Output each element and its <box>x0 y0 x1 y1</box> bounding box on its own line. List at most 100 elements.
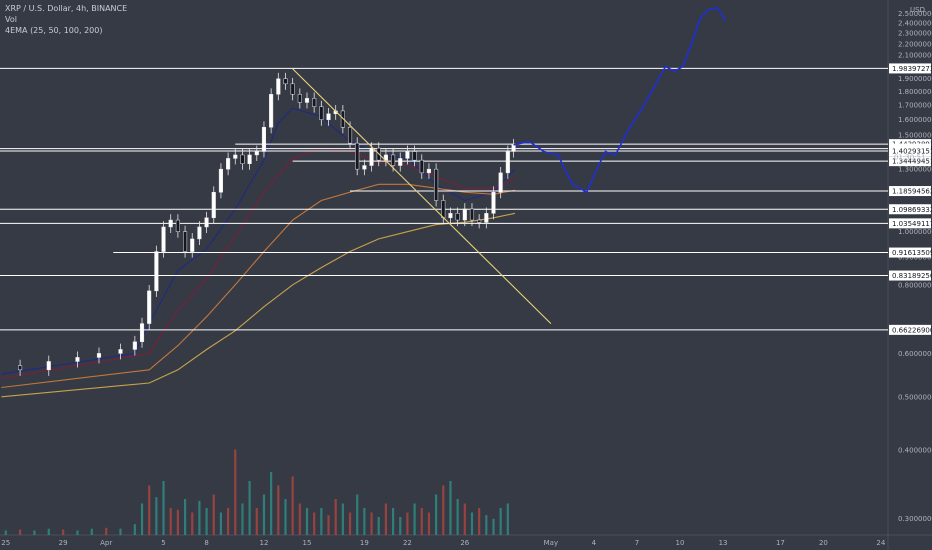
candle-body <box>154 251 159 292</box>
candle-body <box>147 290 152 324</box>
candle-body <box>175 219 180 232</box>
price-level-tag-text: 1.98397273 <box>892 65 932 73</box>
price-level-tag: 1.09869332 <box>889 204 932 215</box>
candle-body <box>441 200 446 219</box>
price-level-tag-bg <box>889 218 931 229</box>
price-level-tag-text: 1.40293151 <box>892 148 932 156</box>
price-level-tag-text: 1.09869332 <box>892 206 932 214</box>
price-level-tag-bg <box>889 324 931 335</box>
volume-bar <box>198 500 201 535</box>
price-level-tag-text: 1.34449451 <box>892 158 932 166</box>
candle-body <box>269 94 274 128</box>
volume-bar <box>4 530 7 535</box>
candle-body <box>168 219 173 228</box>
volume-bar <box>291 476 294 535</box>
x-tick-label: 24 <box>876 539 885 547</box>
candle-body <box>434 168 439 201</box>
volume-bar <box>298 503 301 535</box>
symbol-title[interactable]: XRP / U.S. Dollar, 4h, BINANCE <box>5 4 128 13</box>
y-tick-label: 1.50000000 <box>898 132 932 140</box>
x-tick-label: 15 <box>303 539 312 547</box>
volume-bar <box>363 508 366 535</box>
volume-bar <box>356 494 359 535</box>
volume-bar <box>492 518 495 535</box>
volume-bar <box>176 509 179 535</box>
volume-bar <box>277 485 280 535</box>
y-tick-label: 0.60000000 <box>898 350 932 358</box>
volume-bar <box>212 494 215 535</box>
candle-body <box>355 142 360 170</box>
x-tick-label: 13 <box>719 539 728 547</box>
volume-bar <box>456 499 459 535</box>
volume-bar <box>327 515 330 535</box>
candle-body <box>197 226 202 240</box>
candle-body <box>511 144 516 152</box>
candle-body <box>233 154 238 159</box>
volume-bar <box>162 481 165 535</box>
candle-body <box>254 151 259 156</box>
y-tick-label: 1.70000000 <box>898 102 932 110</box>
candle-body <box>304 98 310 103</box>
price-level-tag: 1.03549117 <box>889 218 932 229</box>
volume-indicator-label[interactable]: Vol <box>5 15 17 24</box>
x-tick-label: 7 <box>635 539 639 547</box>
volume-bar <box>169 508 172 535</box>
volume-bar <box>435 494 438 535</box>
volume-bar <box>334 499 337 535</box>
x-tick-label: May <box>544 539 558 547</box>
volume-bar <box>255 508 258 535</box>
volume-bar <box>234 449 237 535</box>
volume-bar <box>499 508 502 535</box>
y-tick-label: 1.80000000 <box>898 88 932 96</box>
volume-bar <box>241 503 244 535</box>
candle-body <box>326 113 331 120</box>
candle-body <box>183 231 188 252</box>
volume-bar <box>413 503 416 535</box>
volume-bar <box>248 481 251 535</box>
volume-bar <box>348 512 352 535</box>
price-level-tag: 0.91613509 <box>889 247 932 258</box>
candle-body <box>290 83 295 95</box>
y-tick-label: 1.30000000 <box>898 166 932 174</box>
x-tick-label: 29 <box>59 539 68 547</box>
volume-bar <box>370 512 373 535</box>
y-tick-label: 0.30000000 <box>898 515 932 523</box>
volume-bar <box>391 508 395 535</box>
candle-body <box>498 172 503 193</box>
candle-body <box>226 158 231 170</box>
volume-bar <box>320 508 323 535</box>
candle-body <box>211 191 216 219</box>
price-level-tag-bg <box>889 146 931 157</box>
candle-body <box>18 365 23 371</box>
volume-bar <box>90 528 93 535</box>
candle-body <box>412 151 417 161</box>
candle-body <box>491 191 496 214</box>
candle-body <box>75 357 80 362</box>
volume-bar <box>506 503 509 535</box>
ema-indicator-label[interactable]: 4EMA (25, 50, 100, 200) <box>5 26 103 35</box>
candle-body <box>139 323 145 343</box>
price-level-tag-text: 0.83189256 <box>892 272 932 280</box>
volume-bar <box>313 512 316 535</box>
x-tick-label: 17 <box>776 539 785 547</box>
candle-body <box>247 154 252 164</box>
volume-bar <box>18 529 22 535</box>
candle-body <box>276 78 281 95</box>
volume-bar <box>420 508 423 535</box>
volume-bar <box>470 512 474 535</box>
candle-body <box>369 147 374 166</box>
candle-body <box>190 238 195 252</box>
volume-bar <box>478 508 481 535</box>
y-tick-label: 1.60000000 <box>898 116 932 124</box>
y-tick-label: 2.50000000 <box>898 10 932 18</box>
price-level-tag: 0.83189256 <box>889 270 932 281</box>
candle-body <box>319 106 324 120</box>
candle-body <box>469 208 475 221</box>
volume-bar <box>305 508 309 535</box>
currency-label: USD <box>910 6 925 14</box>
volume-bar <box>406 512 409 535</box>
candle-body <box>261 127 267 152</box>
volume-bar <box>33 530 36 535</box>
